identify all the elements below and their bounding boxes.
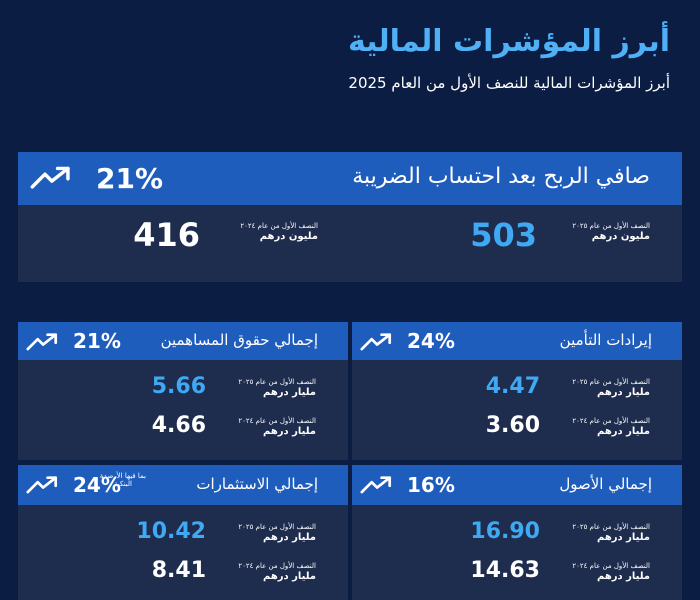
metric-value: 3.60 — [485, 413, 540, 438]
metric-value: 8.41 — [151, 558, 206, 583]
trend-icon — [26, 333, 58, 351]
metric-value: 4.66 — [151, 413, 206, 438]
period: النصف الأول من عام ٢٠٢٤ — [240, 222, 318, 230]
period-label: النصف الأول من عام ٢٠٢٥ مليار درهم — [572, 523, 650, 543]
period-label: النصف الأول من عام ٢٠٢٥ مليار درهم — [238, 523, 316, 543]
period-label: النصف الأول من عام ٢٠٢٤ مليار درهم — [238, 562, 316, 582]
period: النصف الأول من عام ٢٠٢٤ — [572, 562, 650, 570]
metric-value: 10.42 — [136, 519, 206, 544]
period: النصف الأول من عام ٢٠٢٤ — [238, 562, 316, 570]
period: النصف الأول من عام ٢٠٢٥ — [238, 378, 316, 386]
trend-icon — [360, 476, 392, 494]
metric-value: 4.47 — [485, 374, 540, 399]
unit: مليار درهم — [596, 532, 650, 543]
unit: مليون درهم — [591, 231, 650, 242]
trend-icon — [26, 476, 58, 494]
change-percent: 24% — [407, 329, 455, 353]
unit: مليار درهم — [596, 426, 650, 437]
metric-value: 16.90 — [470, 519, 540, 544]
card-header: صافي الربح بعد احتساب الضريبة 21% — [18, 152, 682, 205]
card-note: بما فيها الأرصدة البنكية — [100, 472, 146, 488]
unit: مليار درهم — [262, 387, 316, 398]
card-title: إجمالي حقوق المساهمين — [160, 331, 318, 350]
period-label: النصف الأول من عام ٢٠٢٤ مليار درهم — [238, 417, 316, 437]
unit: مليار درهم — [262, 426, 316, 437]
change-percent: 24% — [73, 473, 121, 497]
card-title: إيرادات التأمين — [559, 331, 652, 350]
card-header: إجمالي الاستثمارات بما فيها الأرصدة البنك… — [18, 465, 348, 505]
metric-value: 416 — [133, 216, 200, 254]
unit: مليار درهم — [596, 387, 650, 398]
card-header: إجمالي حقوق المساهمين 21% — [18, 322, 348, 360]
period-label: النصف الأول من عام ٢٠٢٤ مليار درهم — [572, 562, 650, 582]
period-label: النصف الأول من عام ٢٠٢٤ مليون درهم — [240, 222, 318, 242]
trend-icon — [30, 166, 70, 189]
period-label: النصف الأول من عام ٢٠٢٥ مليار درهم — [572, 378, 650, 398]
card-title: إجمالي الأصول — [559, 475, 652, 494]
metric-card: إجمالي حقوق المساهمين 21% النصف الأول من ع… — [18, 322, 348, 460]
card-header: إجمالي الأصول 16% — [352, 465, 682, 505]
period-label: النصف الأول من عام ٢٠٢٥ مليون درهم — [572, 222, 650, 242]
change-percent: 16% — [407, 473, 455, 497]
card-title: صافي الربح بعد احتساب الضريبة — [352, 164, 650, 190]
metric-value: 14.63 — [470, 558, 540, 583]
title: أبرز المؤشرات المالية — [347, 24, 670, 59]
card-header: إيرادات التأمين 24% — [352, 322, 682, 360]
period: النصف الأول من عام ٢٠٢٤ — [572, 417, 650, 425]
unit: مليون درهم — [259, 231, 318, 242]
period: النصف الأول من عام ٢٠٢٤ — [238, 417, 316, 425]
unit: مليار درهم — [262, 571, 316, 582]
metric-card: صافي الربح بعد احتساب الضريبة 21% النصف ال… — [18, 152, 682, 282]
metric-card: إجمالي الأصول 16% النصف الأول من عام ٢٠٢٥ م… — [352, 465, 682, 600]
metric-card: إيرادات التأمين 24% النصف الأول من عام ٢٠٢… — [352, 322, 682, 460]
period: النصف الأول من عام ٢٠٢٥ — [572, 523, 650, 531]
metric-card: إجمالي الاستثمارات بما فيها الأرصدة البنك… — [18, 465, 348, 600]
period-label: النصف الأول من عام ٢٠٢٤ مليار درهم — [572, 417, 650, 437]
unit: مليار درهم — [262, 532, 316, 543]
card-title: إجمالي الاستثمارات — [196, 475, 318, 494]
metric-value: 5.66 — [151, 374, 206, 399]
period-label: النصف الأول من عام ٢٠٢٥ مليار درهم — [238, 378, 316, 398]
period: النصف الأول من عام ٢٠٢٥ — [238, 523, 316, 531]
change-percent: 21% — [96, 161, 164, 195]
unit: مليار درهم — [596, 571, 650, 582]
trend-icon — [360, 333, 392, 351]
metric-value: 503 — [470, 216, 537, 254]
subtitle: أبرز المؤشرات المالية للنصف الأول من الع… — [348, 74, 670, 92]
change-percent: 21% — [73, 329, 121, 353]
period: النصف الأول من عام ٢٠٢٥ — [572, 222, 650, 230]
period: النصف الأول من عام ٢٠٢٥ — [572, 378, 650, 386]
